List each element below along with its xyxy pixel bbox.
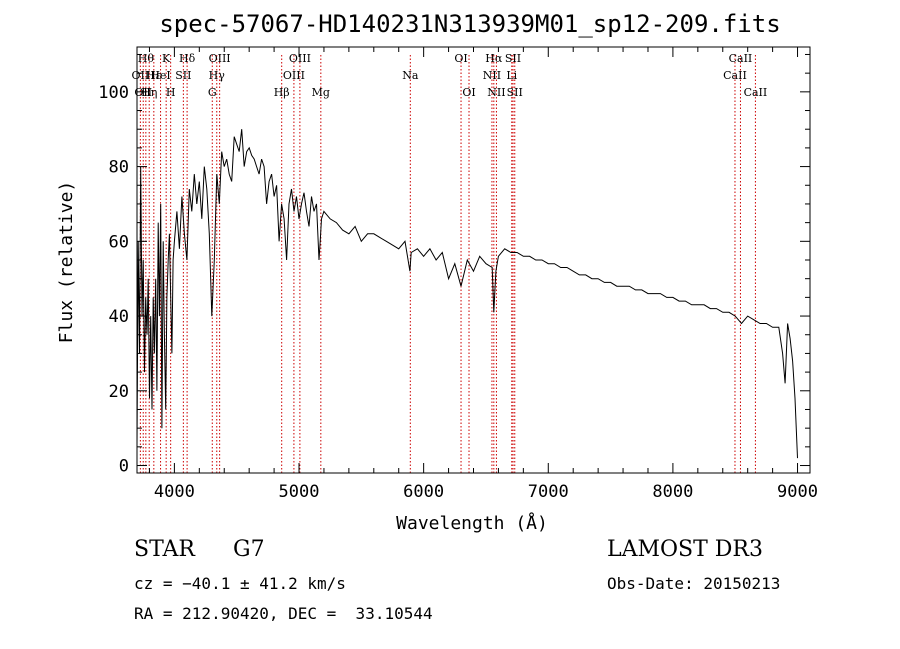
line-label: Hη [141,86,157,99]
x-tick-label: 7000 [528,482,569,502]
y-tick-label: 80 [109,158,129,178]
line-label: OII [134,86,152,99]
line-label: OI [462,86,475,99]
line-label: Hα [485,52,503,65]
line-label: Na [402,69,419,82]
line-label: Hε [146,69,162,82]
line-label: H [166,86,176,99]
line-label: Hδ [179,52,196,65]
x-tick-label: 6000 [403,482,444,502]
line-label: G [208,86,217,99]
line-label: OIII [209,52,231,65]
line-label: Hθ [138,52,155,65]
line-label: CaII [729,52,753,65]
line-label: HeI [150,69,170,82]
line-label: CaII [723,69,747,82]
line-label: K [162,52,171,65]
line-label: OII [132,69,150,82]
x-tick-label: 9000 [777,482,818,502]
line-label: OIII [283,69,305,82]
survey-label: LAMOST DR3 [607,537,763,562]
x-tick-label: 5000 [279,482,320,502]
y-axis-label: Flux (relative) [56,181,77,344]
line-label: Li [506,69,517,82]
chart-title: spec-57067-HD140231N313939M01_sp12-209.f… [159,10,780,38]
line-label: Hβ [274,86,290,99]
line-label: NII [483,69,501,82]
x-tick-label: 8000 [652,482,693,502]
y-tick-label: 0 [119,457,129,477]
line-label: SII [505,52,521,65]
line-label: OI [454,52,467,65]
x-axis-label: Wavelength (Å) [396,512,548,534]
line-markers [139,55,756,473]
y-axis: 0 20 40 60 80 100 [98,53,810,477]
line-label: Mg [312,86,330,99]
redshift-text: cz = −40.1 ± 41.2 km/s [134,574,346,593]
x-axis: 4000 5000 6000 7000 8000 9000 [148,47,818,502]
line-label: SII [507,86,523,99]
y-tick-label: 60 [109,232,129,252]
y-tick-label: 40 [109,307,129,327]
line-label: NII [487,86,505,99]
line-label: SII [175,69,191,82]
y-tick-label: 100 [98,83,129,103]
x-tick-label: 4000 [154,482,195,502]
obs-date-text: Obs-Date: 20150213 [607,574,781,593]
y-tick-label: 20 [109,382,129,402]
plot-frame [136,46,811,474]
class-label: STAR [134,537,195,562]
subclass-label: G7 [233,537,265,562]
object-class: STAR G7 [134,537,265,562]
line-label: Hγ [209,69,226,82]
line-label: OIII [289,52,311,65]
line-label: CaII [744,86,768,99]
spectrum-line [136,129,798,459]
coordinates-text: RA = 212.90420, DEC = 33.10544 [134,604,433,623]
